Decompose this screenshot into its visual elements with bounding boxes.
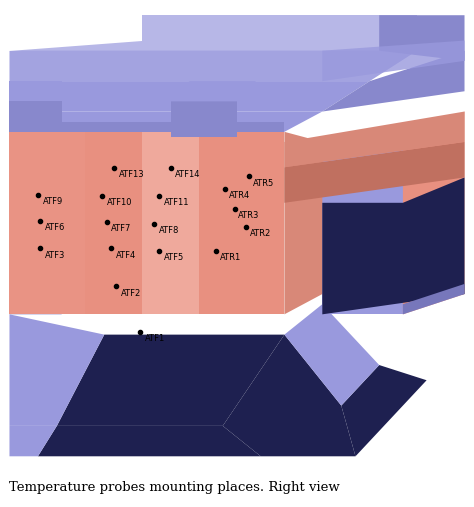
Polygon shape — [322, 142, 403, 314]
Text: ATF14: ATF14 — [175, 170, 201, 179]
Polygon shape — [9, 426, 57, 456]
Polygon shape — [9, 314, 104, 426]
Polygon shape — [142, 132, 199, 314]
Polygon shape — [9, 51, 417, 81]
Polygon shape — [9, 81, 62, 101]
Text: ATF13: ATF13 — [118, 170, 144, 179]
Polygon shape — [322, 51, 465, 112]
Polygon shape — [223, 335, 356, 456]
Text: ATF7: ATF7 — [111, 224, 132, 233]
Polygon shape — [57, 335, 284, 426]
Text: ATF5: ATF5 — [164, 253, 184, 262]
Polygon shape — [403, 284, 465, 314]
Text: ATR1: ATR1 — [219, 253, 241, 262]
Text: ATR4: ATR4 — [229, 191, 250, 200]
Text: ATF10: ATF10 — [107, 198, 132, 207]
Text: ATF3: ATF3 — [45, 250, 65, 260]
Polygon shape — [171, 81, 256, 101]
Polygon shape — [284, 142, 465, 203]
Text: Temperature probes mounting places. Right view: Temperature probes mounting places. Righ… — [9, 481, 340, 494]
Text: ATR5: ATR5 — [253, 178, 274, 188]
Polygon shape — [171, 101, 237, 137]
Polygon shape — [9, 132, 85, 314]
Text: ATF6: ATF6 — [45, 223, 65, 232]
Text: ATF8: ATF8 — [159, 226, 179, 235]
Polygon shape — [9, 112, 322, 132]
Polygon shape — [322, 203, 403, 294]
Polygon shape — [9, 112, 62, 314]
Text: ATF11: ATF11 — [164, 198, 189, 207]
Text: ATR3: ATR3 — [238, 211, 260, 220]
Polygon shape — [9, 15, 417, 81]
Text: ATF4: ATF4 — [116, 250, 137, 260]
Polygon shape — [9, 81, 370, 112]
Polygon shape — [9, 294, 284, 314]
Polygon shape — [341, 365, 427, 456]
Polygon shape — [9, 15, 142, 51]
Polygon shape — [284, 112, 465, 167]
Text: ATR2: ATR2 — [250, 229, 272, 238]
Polygon shape — [9, 101, 62, 132]
Polygon shape — [322, 41, 465, 81]
Text: ATF2: ATF2 — [121, 288, 141, 298]
Text: ATF1: ATF1 — [145, 334, 165, 343]
Polygon shape — [379, 15, 465, 61]
Polygon shape — [284, 304, 379, 406]
Polygon shape — [9, 132, 284, 314]
Polygon shape — [38, 426, 261, 456]
Polygon shape — [9, 122, 284, 132]
Polygon shape — [284, 132, 322, 314]
Text: ATF9: ATF9 — [43, 197, 63, 206]
Polygon shape — [322, 177, 465, 314]
Polygon shape — [403, 112, 465, 314]
